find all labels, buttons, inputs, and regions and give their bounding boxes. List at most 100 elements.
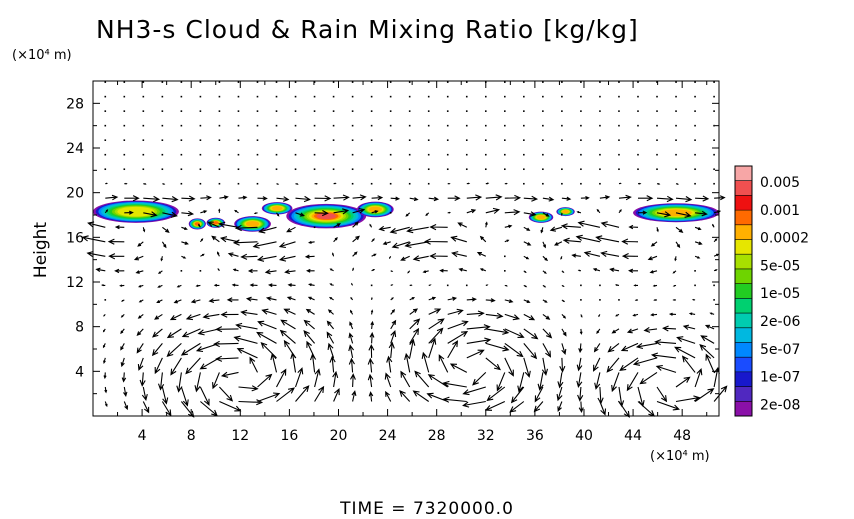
wind-vector [618, 209, 622, 214]
wind-vector [580, 314, 583, 318]
wind-vector [643, 326, 658, 333]
wind-vector [386, 355, 393, 373]
wind-vector [412, 255, 429, 262]
wind-vector [634, 299, 639, 302]
wind-vector [632, 313, 639, 317]
wind-vector [598, 314, 601, 318]
wind-vector [694, 367, 703, 388]
x-unit-label: (×10⁴ m) [650, 449, 710, 464]
wind-vector [691, 298, 696, 301]
wind-vector [161, 110, 164, 112]
wind-vector [308, 283, 315, 287]
wind-vector [137, 313, 144, 319]
wind-vector [180, 270, 183, 272]
wind-vector [328, 296, 334, 301]
wind-vector [422, 270, 429, 274]
wind-vector [496, 372, 506, 392]
wind-vector [450, 235, 467, 243]
wind-vector [637, 153, 639, 156]
colorbar-swatch [735, 195, 752, 211]
wind-vector [479, 235, 487, 243]
wind-vector [504, 342, 524, 358]
wind-vector [276, 196, 290, 202]
wind-vector [161, 95, 164, 98]
y-tick-label: 20 [66, 186, 84, 202]
wind-vector [161, 168, 164, 171]
wind-vector [561, 95, 563, 98]
wind-vector [181, 255, 187, 259]
cloud-contour [316, 213, 336, 220]
wind-vector [655, 364, 677, 373]
wind-vector [352, 251, 358, 257]
wind-vector [279, 329, 296, 344]
wind-vector [384, 372, 392, 388]
wind-vector [700, 335, 715, 344]
wind-vector [428, 308, 442, 315]
chart-title: NH3-s Cloud & Rain Mixing Ratio [kg/kg] [96, 15, 639, 44]
wind-vector [294, 367, 304, 388]
wind-vector [114, 268, 125, 274]
wind-vector [161, 401, 172, 417]
wind-vector [542, 284, 547, 288]
wind-vector [157, 270, 163, 274]
wind-vector [580, 95, 582, 98]
wind-vector [102, 328, 106, 333]
cloud-contour [368, 206, 383, 213]
wind-vector [458, 267, 467, 272]
wind-vector [352, 235, 360, 243]
x-tick-label: 8 [187, 428, 196, 444]
wind-vector [207, 221, 220, 228]
wind-vector [389, 211, 392, 214]
wind-vector [675, 226, 684, 233]
wind-vector [688, 312, 696, 316]
wind-vector [181, 328, 201, 338]
wind-vector [561, 196, 572, 201]
wind-vector [694, 110, 696, 112]
wind-vector [577, 220, 601, 228]
wind-vector [596, 328, 601, 335]
wind-vector [391, 241, 410, 249]
wind-vector [256, 182, 259, 185]
wind-vector [314, 182, 319, 185]
wind-vector [280, 319, 296, 330]
wind-vector [199, 386, 210, 406]
wind-vector [170, 357, 182, 376]
wind-vector [442, 380, 467, 388]
wind-vector [351, 282, 354, 286]
wind-vector [333, 237, 338, 243]
wind-vector [633, 284, 638, 287]
wind-vector [713, 110, 715, 112]
wind-vector [466, 182, 471, 185]
wind-vector [162, 226, 170, 233]
wind-vector [635, 342, 658, 350]
wind-vector [157, 372, 165, 391]
wind-vector [428, 296, 437, 301]
wind-vector [560, 256, 563, 260]
wind-vector [308, 240, 315, 244]
wind-vector [105, 194, 119, 201]
wind-vector [654, 339, 677, 346]
colorbar-label: 0.001 [760, 203, 800, 219]
wind-vector [484, 168, 487, 171]
wind-vector [561, 81, 563, 83]
wind-vector [180, 124, 183, 127]
wind-vector [219, 400, 242, 412]
wind-vector [618, 139, 620, 141]
wind-vector [180, 139, 183, 141]
wind-vector [694, 153, 696, 156]
wind-vector [504, 124, 506, 127]
wind-vector [504, 313, 521, 321]
colorbar-label: 0.005 [760, 175, 800, 191]
wind-vector [313, 124, 316, 127]
wind-vector [199, 182, 202, 185]
wind-vector [332, 139, 335, 141]
wind-vector [540, 227, 544, 234]
wind-vector [294, 139, 297, 141]
wind-vector [509, 401, 525, 413]
wind-vector [656, 81, 658, 83]
colorbar-swatch [735, 224, 752, 240]
wind-vector [368, 391, 374, 402]
wind-vector [257, 373, 273, 388]
wind-vector [226, 297, 239, 303]
wind-vector [542, 81, 544, 83]
